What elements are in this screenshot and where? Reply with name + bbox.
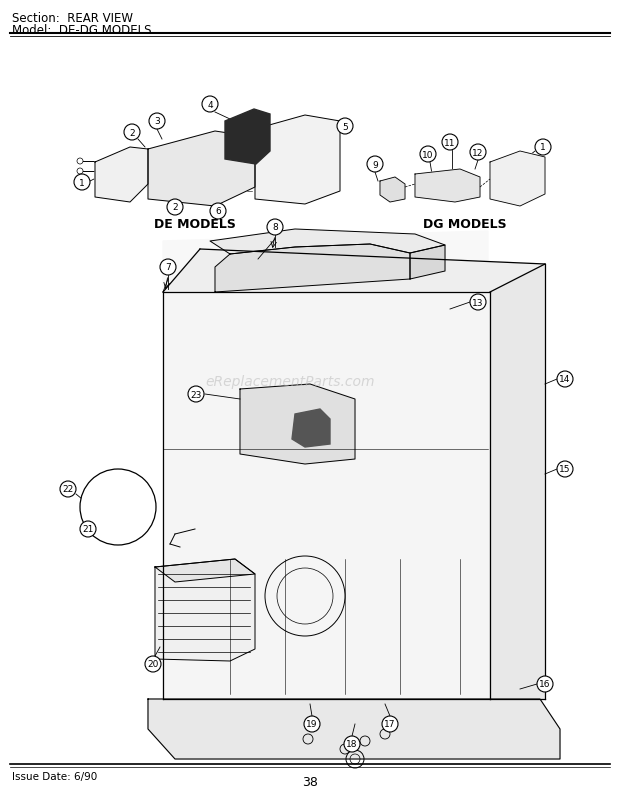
Circle shape xyxy=(420,147,436,163)
Polygon shape xyxy=(255,116,340,204)
Text: 6: 6 xyxy=(215,208,221,217)
Circle shape xyxy=(74,175,90,191)
Text: 8: 8 xyxy=(272,223,278,232)
Circle shape xyxy=(167,200,183,216)
Text: 17: 17 xyxy=(384,719,396,728)
Text: 2: 2 xyxy=(172,204,178,212)
Polygon shape xyxy=(163,232,488,719)
Polygon shape xyxy=(240,384,355,465)
Polygon shape xyxy=(490,264,545,699)
Circle shape xyxy=(337,119,353,135)
Text: 23: 23 xyxy=(190,390,202,399)
Text: Section:  REAR VIEW: Section: REAR VIEW xyxy=(12,12,133,25)
Polygon shape xyxy=(148,699,560,759)
Polygon shape xyxy=(163,250,545,293)
Polygon shape xyxy=(210,230,445,255)
Polygon shape xyxy=(292,410,330,448)
Circle shape xyxy=(188,387,204,402)
Text: Issue Date: 6/90: Issue Date: 6/90 xyxy=(12,771,97,781)
Circle shape xyxy=(470,145,486,161)
Text: 1: 1 xyxy=(540,144,546,152)
Text: 19: 19 xyxy=(306,719,317,728)
Polygon shape xyxy=(163,293,490,699)
Text: 3: 3 xyxy=(154,118,160,127)
Text: 2: 2 xyxy=(129,128,135,137)
Circle shape xyxy=(304,716,320,732)
Text: 21: 21 xyxy=(82,525,94,534)
Polygon shape xyxy=(410,246,445,280)
Text: eReplacementParts.com: eReplacementParts.com xyxy=(205,375,374,388)
Polygon shape xyxy=(215,245,410,293)
Text: DG MODELS: DG MODELS xyxy=(423,217,507,230)
Polygon shape xyxy=(155,560,255,582)
Circle shape xyxy=(267,220,283,236)
Circle shape xyxy=(382,716,398,732)
Text: 38: 38 xyxy=(302,775,318,788)
Text: DE MODELS: DE MODELS xyxy=(154,217,236,230)
Circle shape xyxy=(442,135,458,151)
Circle shape xyxy=(149,114,165,130)
Text: 9: 9 xyxy=(372,161,378,169)
Text: 15: 15 xyxy=(559,465,571,474)
Text: 22: 22 xyxy=(63,485,74,494)
Text: 12: 12 xyxy=(472,148,484,157)
Circle shape xyxy=(80,470,156,545)
Circle shape xyxy=(344,736,360,752)
Polygon shape xyxy=(148,132,255,207)
Polygon shape xyxy=(95,148,148,203)
Polygon shape xyxy=(380,178,405,203)
Polygon shape xyxy=(155,560,255,661)
Text: 13: 13 xyxy=(472,298,484,307)
Text: 1: 1 xyxy=(79,178,85,187)
Circle shape xyxy=(202,97,218,113)
Circle shape xyxy=(535,139,551,156)
Text: 10: 10 xyxy=(422,150,434,159)
Text: 4: 4 xyxy=(207,101,213,109)
Circle shape xyxy=(124,125,140,141)
Text: 5: 5 xyxy=(342,122,348,131)
Circle shape xyxy=(557,371,573,388)
Circle shape xyxy=(537,676,553,692)
Circle shape xyxy=(557,461,573,478)
Circle shape xyxy=(210,204,226,220)
Circle shape xyxy=(145,656,161,672)
Polygon shape xyxy=(415,169,480,203)
Text: 14: 14 xyxy=(559,375,570,384)
Text: Model:  DE-DG MODELS: Model: DE-DG MODELS xyxy=(12,24,151,37)
Circle shape xyxy=(470,294,486,311)
Polygon shape xyxy=(490,152,545,207)
Circle shape xyxy=(80,521,96,538)
Text: 16: 16 xyxy=(539,680,551,689)
Polygon shape xyxy=(225,109,270,165)
Circle shape xyxy=(60,482,76,497)
Text: 20: 20 xyxy=(148,659,159,669)
Text: 11: 11 xyxy=(445,139,456,148)
Circle shape xyxy=(160,260,176,276)
Circle shape xyxy=(367,157,383,173)
Text: 7: 7 xyxy=(165,264,171,272)
Text: 18: 18 xyxy=(346,740,358,749)
